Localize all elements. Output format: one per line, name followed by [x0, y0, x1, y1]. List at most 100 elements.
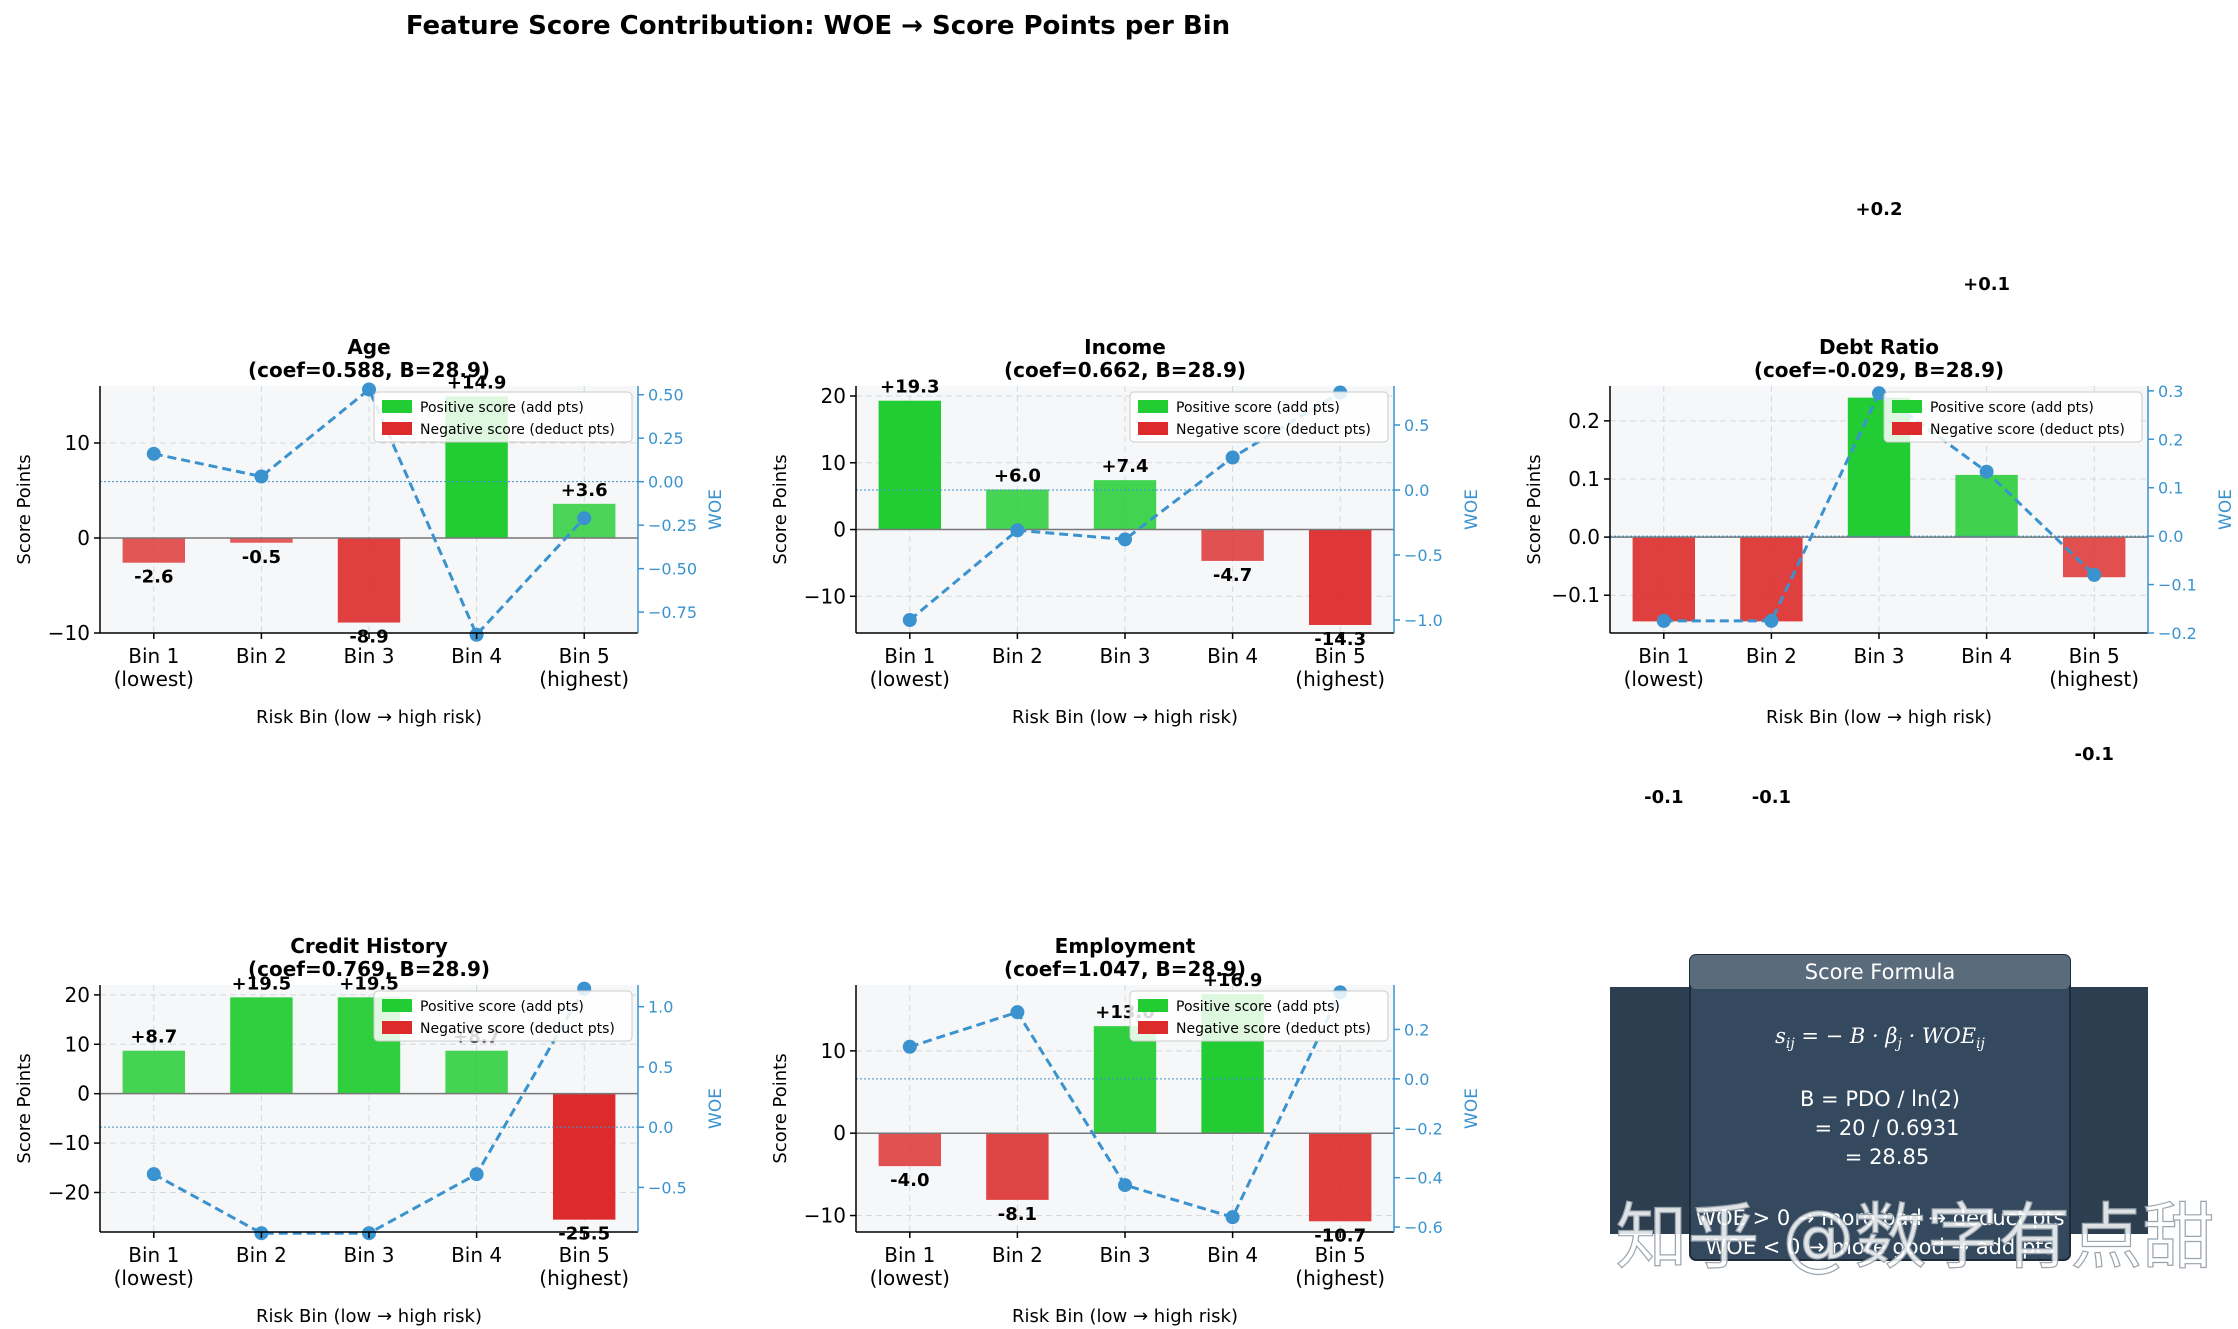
woe-tick-label: −0.2	[1404, 1119, 1443, 1138]
legend-swatch-positive	[382, 400, 412, 413]
woe-point	[1118, 1178, 1132, 1193]
woe-point	[1010, 523, 1025, 538]
legend-label-positive: Positive score (add pts)	[1930, 400, 2094, 416]
data-label: +7.4	[1102, 456, 1149, 477]
data-label: -4.7	[1213, 565, 1252, 586]
data-label: -8.1	[998, 1204, 1037, 1225]
legend-swatch-negative	[1892, 422, 1922, 435]
x-tick-label: Bin 5	[559, 1243, 610, 1267]
x-tick-label: Bin 4	[451, 1243, 502, 1267]
woe-tick-label: 0.0	[1404, 481, 1429, 500]
bar	[337, 538, 401, 623]
formula-panel: Score Formula sij = − B · βj · WOEij B =…	[1610, 954, 2215, 1280]
woe-tick-label: −0.25	[648, 516, 697, 535]
x-tick-label: Bin 5	[2069, 644, 2120, 668]
data-label: -0.5	[242, 547, 281, 568]
x-tick-label: (lowest)	[114, 667, 194, 691]
bar	[986, 1133, 1049, 1200]
woe-point	[362, 382, 376, 397]
woe-tick-label: 0.0	[648, 1118, 673, 1137]
x-tick-label: Bin 1	[884, 1243, 935, 1267]
x-tick-label: Bin 1	[128, 1243, 179, 1267]
legend-label-positive: Positive score (add pts)	[1176, 400, 1340, 416]
panel-subtitle: (coef=-0.029, B=28.9)	[1754, 358, 2004, 382]
x-tick-label: Bin 4	[1207, 644, 1258, 668]
y-tick-label: 10	[65, 1032, 90, 1056]
x-tick-label: (highest)	[1295, 667, 1385, 691]
woe-point	[577, 511, 592, 526]
x-tick-label: Bin 1	[128, 644, 179, 668]
woe-tick-label: 0.3	[2158, 382, 2183, 401]
panel-subtitle: (coef=0.588, B=28.9)	[248, 358, 490, 382]
data-label: +16.9	[1203, 970, 1263, 991]
formula-line-woe-positive: WOE > 0 → more bad → deduct pts	[1695, 1206, 2064, 1230]
woe-tick-label: 0.0	[1404, 1070, 1429, 1089]
woe-tick-label: 0.25	[648, 429, 684, 448]
x-tick-label: (highest)	[1295, 1266, 1385, 1290]
watermark: 知乎 @数字有点甜	[1616, 1195, 2215, 1279]
y-tick-label: −10	[804, 584, 846, 608]
woe-point	[1764, 613, 1779, 628]
chart-panel-employment: -4.0-8.1+13.0+16.9-10.7−10010−0.6−0.4−0.…	[770, 934, 1482, 1327]
y-axis-label: Score Points	[770, 454, 791, 564]
woe-point	[1872, 386, 1886, 401]
x-tick-label: Bin 3	[1099, 1243, 1150, 1267]
woe-tick-label: 1.0	[648, 998, 673, 1017]
data-label: +6.0	[994, 465, 1041, 486]
y-tick-label: 0.0	[1568, 525, 1600, 549]
panel-title: Employment	[1055, 934, 1196, 958]
x-tick-label: Bin 5	[1315, 1243, 1366, 1267]
bar	[1093, 480, 1157, 530]
panel-subtitle: (coef=0.769, B=28.9)	[248, 957, 490, 981]
y-tick-label: −10	[48, 1131, 90, 1155]
y-tick-label: −10	[48, 621, 90, 645]
formula-equation: sij = − B · βj · WOEij	[1775, 1024, 1985, 1052]
woe-point	[902, 613, 917, 627]
formula-line-calc2: = 28.85	[1845, 1145, 1929, 1169]
data-label: +8.7	[130, 1027, 177, 1048]
y-tick-label: 20	[821, 384, 846, 408]
panel-subtitle: (coef=0.662, B=28.9)	[1004, 358, 1246, 382]
x-axis-label: Risk Bin (low → high risk)	[1012, 707, 1238, 728]
woe-tick-label: −0.1	[2158, 576, 2197, 595]
bar	[1740, 537, 1803, 622]
woe-point	[2087, 567, 2102, 582]
x-axis-label: Risk Bin (low → high risk)	[1012, 1306, 1238, 1327]
data-label: +19.3	[880, 377, 940, 398]
figure-title: Feature Score Contribution: WOE → Score …	[406, 11, 1230, 41]
legend-label-positive: Positive score (add pts)	[1176, 999, 1340, 1015]
woe-point	[146, 446, 161, 461]
y-tick-label: 0	[833, 1121, 846, 1145]
woe-point	[1010, 1005, 1025, 1020]
legend-box	[1129, 391, 1389, 443]
legend-swatch-negative	[382, 422, 412, 435]
x-axis-label: Risk Bin (low → high risk)	[1766, 707, 1992, 728]
bar	[1955, 474, 2018, 538]
y-tick-label: −20	[48, 1180, 90, 1204]
legend-label-positive: Positive score (add pts)	[420, 400, 584, 416]
x-tick-label: Bin 2	[236, 644, 287, 668]
y-tick-label: −0.1	[1551, 583, 1600, 607]
legend-label-negative: Negative score (deduct pts)	[1176, 1021, 1371, 1037]
bar	[1308, 1133, 1372, 1222]
x-tick-label: Bin 2	[236, 1243, 287, 1267]
woe-tick-label: 0.5	[648, 1058, 673, 1077]
legend-box	[373, 391, 633, 443]
chart-panel-debt-ratio: -0.1 -0.1 +0.2 +0.1 -0.1 −0.1 0.0 0.1 0.2 −0.2 −0.…	[1524, 199, 2236, 808]
woe-tick-label: −0.2	[2158, 624, 2197, 643]
data-label: +3.6	[561, 480, 608, 501]
woe-tick-label: 0.50	[648, 386, 684, 405]
bar	[445, 1050, 508, 1094]
woe-tick-label: 0.2	[2158, 430, 2183, 449]
y-tick-label: −10	[804, 1204, 846, 1228]
data-label: -14.3	[1314, 629, 1366, 650]
y-tick-label: 0	[77, 1082, 90, 1106]
woe-point	[1225, 450, 1240, 465]
woe-point	[1118, 532, 1132, 547]
x-tick-label: (lowest)	[870, 1266, 950, 1290]
woe-tick-label: −0.4	[1404, 1169, 1443, 1188]
x-tick-label: Bin 4	[1961, 644, 2012, 668]
woe-tick-label: 0.0	[2158, 527, 2183, 546]
formula-title: Score Formula	[1805, 960, 1955, 984]
legend-label-positive: Positive score (add pts)	[420, 999, 584, 1015]
